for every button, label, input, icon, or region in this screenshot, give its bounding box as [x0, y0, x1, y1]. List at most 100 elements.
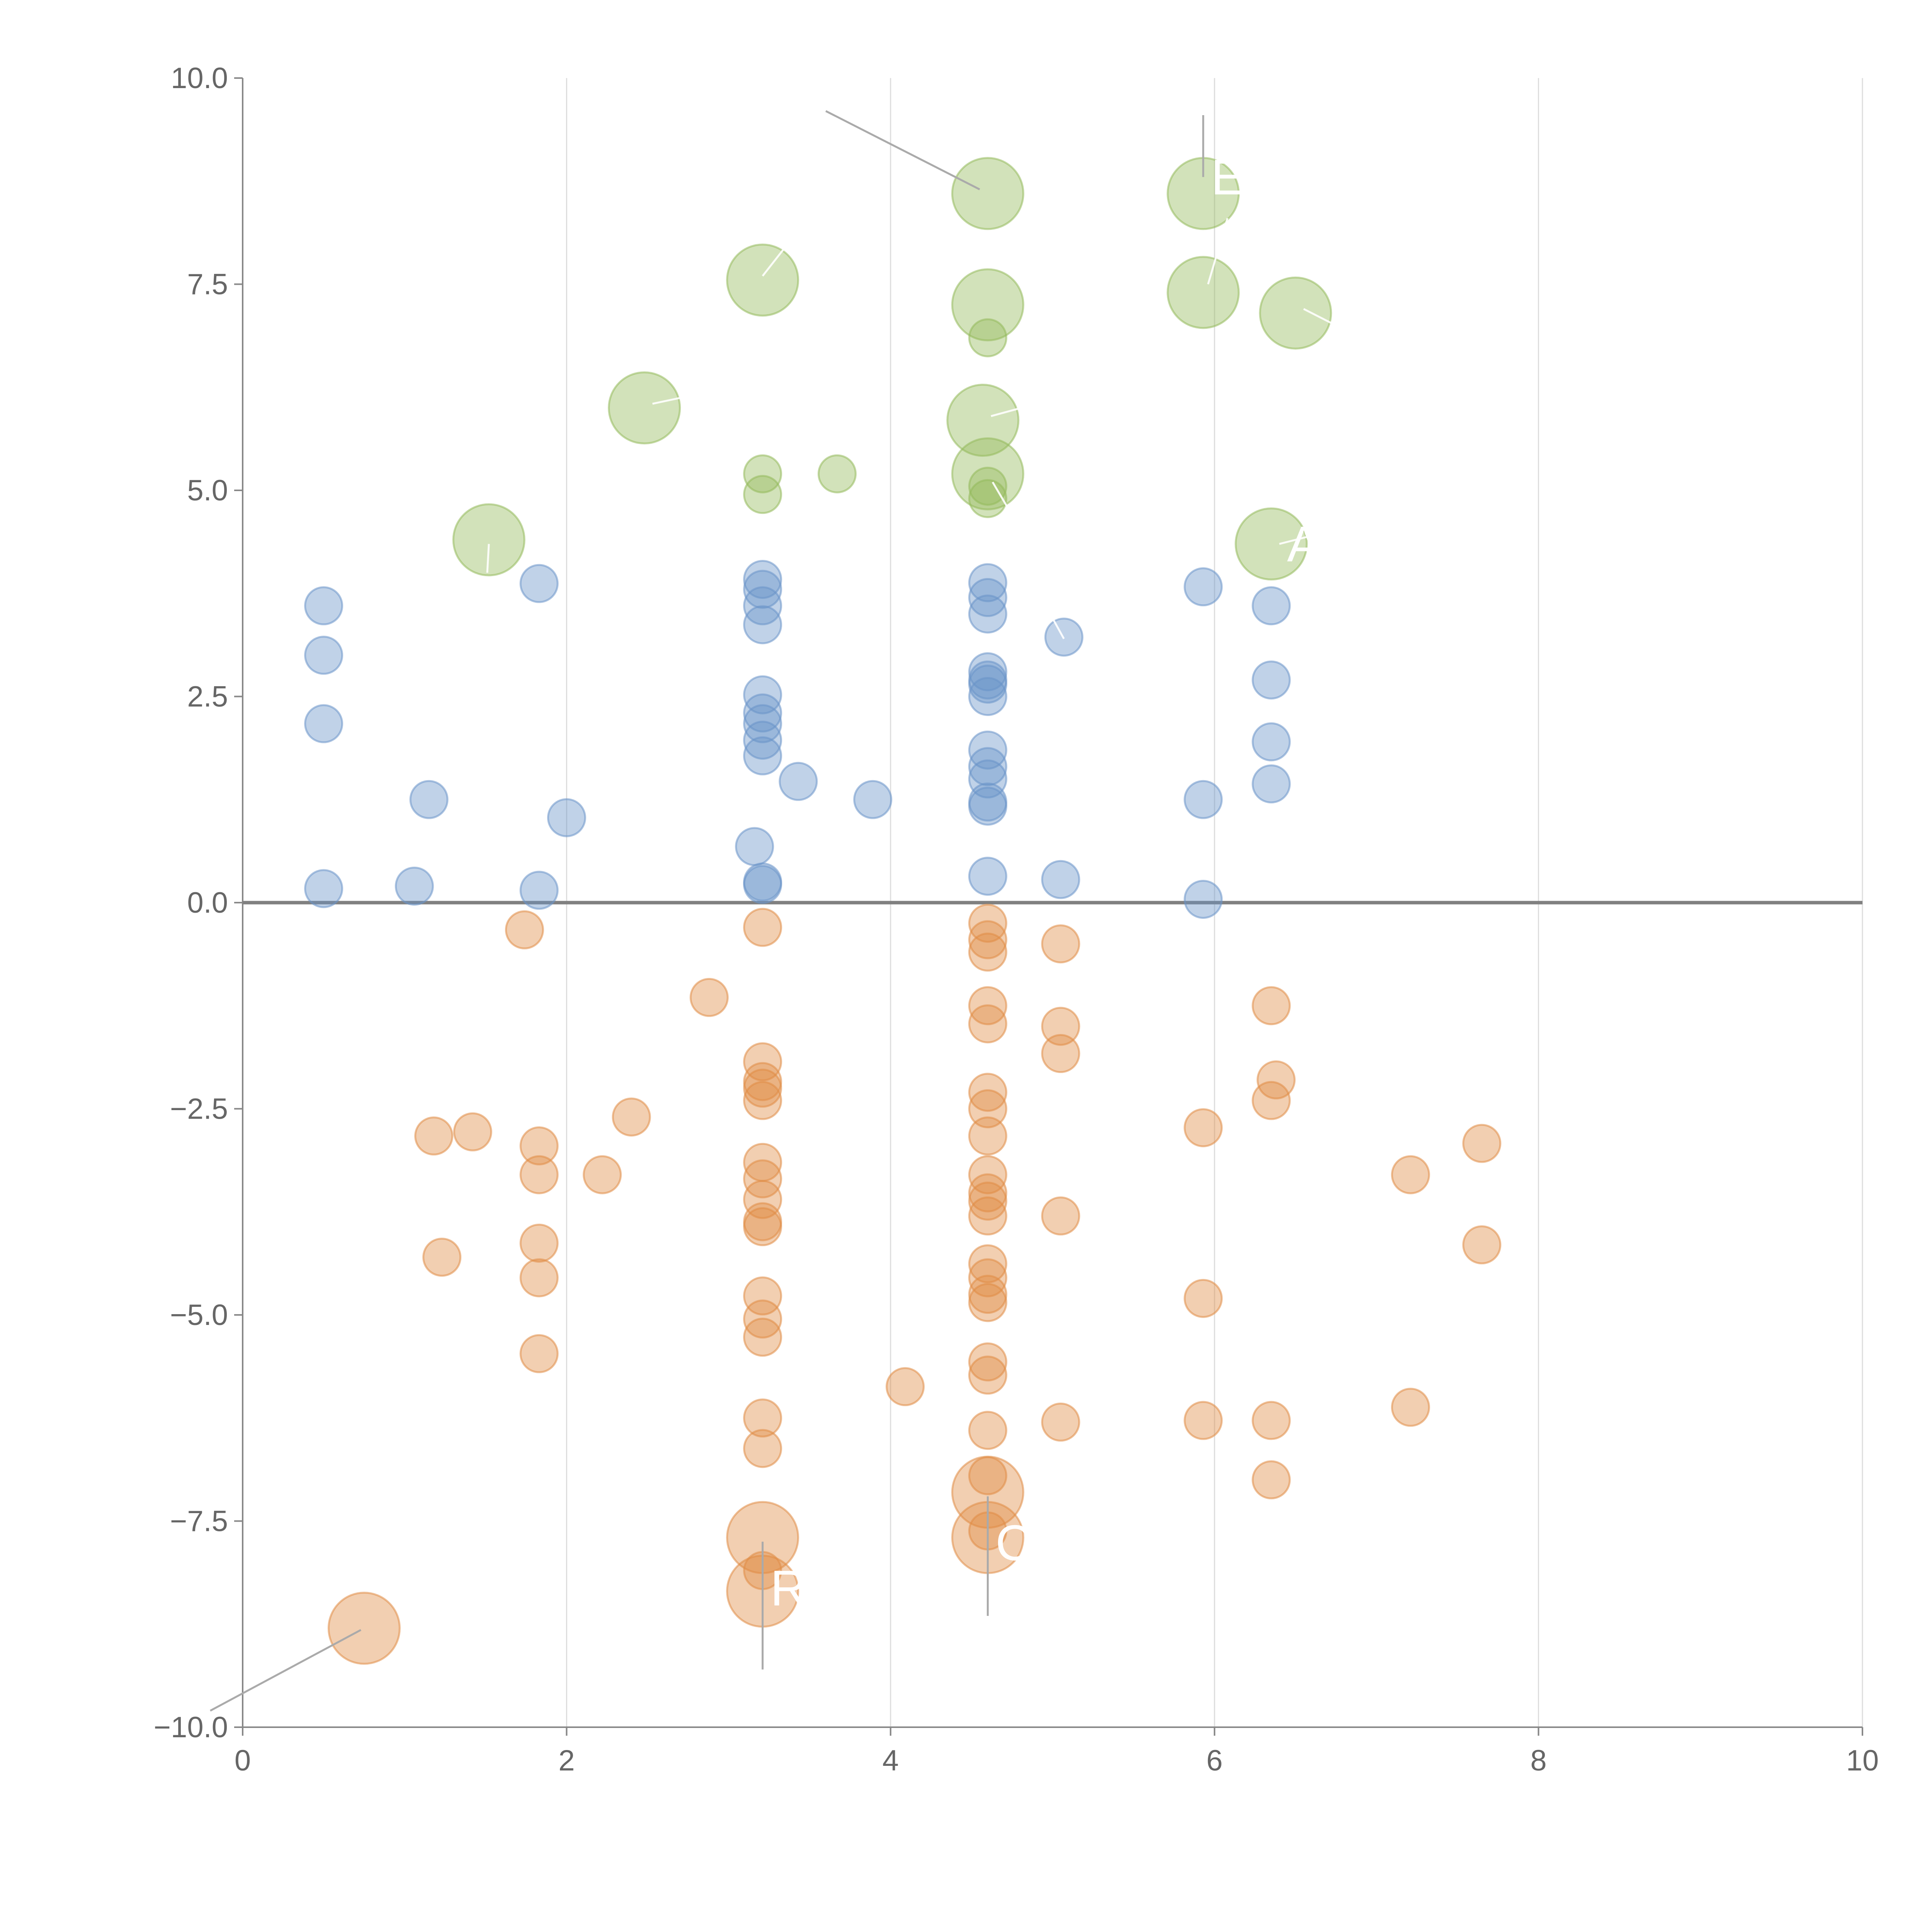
data-point-mid — [1184, 567, 1223, 607]
data-point-mid — [779, 762, 818, 801]
annotation-leader — [762, 246, 786, 277]
data-point-low — [743, 1207, 782, 1247]
data-point-low — [519, 1334, 559, 1373]
annotation-leader — [991, 403, 1037, 417]
data-point-low — [1252, 1401, 1291, 1440]
data-point-mid — [968, 578, 1007, 617]
annotations: El A C R — [209, 110, 1345, 1712]
data-point-low — [743, 1276, 782, 1316]
data-point-low — [1041, 1034, 1080, 1073]
data-point-mid — [743, 736, 782, 776]
data-point-low — [743, 1068, 782, 1108]
data-point-low — [968, 1411, 1007, 1450]
data-point-low — [968, 903, 1007, 943]
y-tick-label: −2.5 — [170, 1093, 228, 1126]
annotation-label: El — [1211, 149, 1256, 205]
y-tick-label: 2.5 — [187, 680, 228, 713]
annotation-leader — [486, 544, 490, 573]
data-point-low — [968, 1073, 1007, 1112]
data-point-high — [743, 475, 782, 514]
data-point-mid — [735, 827, 774, 866]
x-tick-label: 4 — [883, 1744, 899, 1777]
data-point-mid — [1252, 764, 1291, 804]
data-point-mid — [968, 594, 1007, 634]
annotation-leader — [1207, 218, 1229, 285]
data-point-mid — [1184, 879, 1223, 919]
data-point-mid — [968, 759, 1007, 799]
data-point-low — [968, 1116, 1007, 1156]
data-point-low — [743, 908, 782, 947]
data-point-high — [951, 268, 1024, 342]
data-point-high — [968, 479, 1007, 518]
data-point-high — [1235, 507, 1308, 581]
data-point-mid — [1252, 586, 1291, 626]
annotation-leader — [992, 481, 1008, 507]
data-point-low — [519, 1223, 559, 1263]
data-point-mid — [1041, 860, 1080, 899]
data-point-high — [968, 466, 1007, 506]
y-tick-label: −5.0 — [170, 1299, 228, 1332]
data-point-low — [519, 1258, 559, 1298]
data-point-low — [968, 1182, 1007, 1221]
data-point-low — [1184, 1401, 1223, 1440]
annotation-leader — [652, 395, 692, 405]
data-point-low — [968, 1275, 1007, 1314]
data-point-mid — [968, 747, 1007, 786]
data-point-low — [612, 1097, 651, 1137]
y-tick-label: −7.5 — [170, 1505, 228, 1538]
data-point-low — [968, 932, 1007, 972]
data-point-low — [968, 920, 1007, 959]
annotation-leader — [209, 1629, 362, 1712]
data-point-high — [743, 454, 782, 493]
data-point-mid — [968, 677, 1007, 716]
x-tick-label: 2 — [558, 1744, 575, 1777]
annotation-leader — [1303, 308, 1345, 331]
data-point-low — [689, 978, 729, 1017]
data-point-low — [743, 1429, 782, 1468]
y-tick-label: 5.0 — [187, 474, 228, 507]
data-point-low — [968, 1342, 1007, 1382]
data-point-low — [519, 1155, 559, 1194]
data-point-low — [1184, 1279, 1223, 1318]
data-point-low — [743, 1398, 782, 1438]
data-point-low — [414, 1116, 454, 1156]
data-point-mid — [304, 869, 344, 908]
data-point-mid — [547, 798, 586, 837]
data-point-low — [1252, 1081, 1291, 1120]
data-point-mid — [304, 586, 344, 626]
annotation-label: C — [995, 1514, 1032, 1571]
data-point-low — [1184, 1108, 1223, 1148]
data-point-low — [743, 1318, 782, 1357]
data-point-mid — [519, 871, 559, 910]
data-point-high — [1167, 256, 1240, 329]
data-point-high — [608, 371, 681, 445]
data-point-low — [743, 1081, 782, 1120]
data-point-low — [968, 1173, 1007, 1213]
x-tick-label: 8 — [1530, 1744, 1546, 1777]
data-point-high — [726, 243, 799, 317]
data-point-mid — [743, 721, 782, 760]
axes: 10.0 7.5 5.0 2.5 0.0 −2.5 −5.0 −7.5 −10.00 2 4 6 8 10 — [154, 62, 1879, 1777]
data-point-mid — [1252, 660, 1291, 700]
x-tick-label: 10 — [1846, 1744, 1879, 1777]
data-point-low — [1041, 1007, 1080, 1046]
data-point-low — [743, 1159, 782, 1199]
data-point-low — [968, 1089, 1007, 1128]
data-point-low — [422, 1238, 462, 1277]
data-point-low — [1391, 1155, 1430, 1194]
annotation-leader — [1051, 617, 1065, 639]
data-point-mid — [968, 730, 1007, 770]
data-point-high — [946, 384, 1020, 457]
data-point-mid — [743, 570, 782, 609]
data-point-low — [1391, 1388, 1430, 1427]
data-point-mid — [743, 605, 782, 645]
data-point-high — [1259, 276, 1332, 350]
annotation-label: R — [770, 1560, 807, 1616]
data-point-high — [968, 318, 1007, 357]
data-point-low — [968, 1355, 1007, 1395]
data-point-low — [505, 910, 544, 949]
data-point-low — [968, 1244, 1007, 1284]
data-point-low — [453, 1112, 492, 1151]
data-point-low — [1041, 924, 1080, 964]
